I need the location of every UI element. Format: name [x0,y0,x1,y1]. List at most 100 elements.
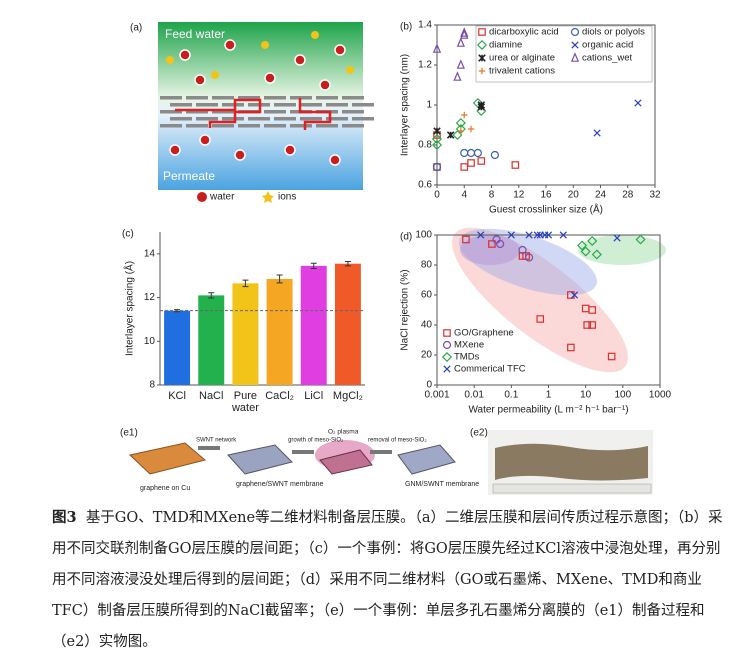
point [467,159,475,167]
legend-label: cations_wet [582,53,633,64]
x-tick-label: 1000 [649,390,672,401]
step-label: graphene/SWNT membrane [236,481,324,488]
point [607,352,616,361]
feed-label: Feed water [165,27,225,41]
x-tick-label: 24 [595,190,607,201]
point [634,99,642,107]
y-tick-label: 8 [149,380,155,391]
legend-marker [476,39,488,51]
point [588,321,597,329]
legend-label: trivalent cations [489,66,555,77]
error-bar [208,292,215,299]
graphene-sheet [160,110,182,114]
point [446,131,455,139]
caption-text: 基于GO、TMD和MXene等二维材料制备层压膜。（a）二维层压膜和层间传质过程… [52,510,723,650]
point [583,321,592,329]
x-tick-label: 4 [461,190,467,201]
graphene-sheet [300,103,322,107]
graphene-sheet [326,103,348,107]
point [524,253,534,262]
x-tick-wrap: NaCl [199,390,223,402]
y-tick-label: 80 [421,260,433,271]
panel-label: (a) [130,23,142,34]
graphene-sheet [186,124,208,128]
point [507,231,515,239]
point [460,27,469,37]
graphene-sheet [342,110,364,114]
graphene-sheet [342,124,364,128]
point [462,235,470,244]
x-tick-label: LiCl [304,390,324,402]
arrow-label: removal of meso-SiO₂ [368,438,427,444]
ion [166,56,174,64]
y-tick-label: 1.2 [418,60,432,71]
y-axis-label: NaCl rejection (%) [400,269,411,350]
cu-foil [128,442,207,475]
process-arrow [198,446,392,454]
x-tick-label: 20 [568,190,580,201]
x-tick-label: 1 [546,390,552,401]
water-molecule [334,44,346,56]
water-molecule [194,74,206,86]
legend-label: GO/Graphene [454,328,514,339]
legend-label: TMDs [454,352,480,363]
water-molecule [329,154,341,166]
y-tick-label: 0 [426,380,432,391]
molecules [166,31,354,166]
legend-marker [478,67,486,75]
membrane [319,449,373,475]
legend-marker [570,52,580,62]
x-tick-label: 0 [434,190,440,201]
bar [334,263,361,385]
x-tick-label: 32 [649,190,661,201]
graphene-sheet [352,117,374,121]
region [460,235,520,265]
legend-label: ions [278,192,296,203]
y-tick-label: 1.4 [418,20,432,31]
point [593,129,601,137]
x-tick-label: 8 [489,190,495,201]
point [536,315,545,323]
panel-label: (b) [400,22,412,33]
point [457,127,465,135]
graphene-sheet [300,117,322,121]
point [455,117,466,129]
graphene-sheet [326,117,348,121]
legend-marker [443,329,451,337]
graphene-sheet [274,103,296,107]
point [466,148,476,158]
x-tick-label: Pure water [231,390,259,414]
graphene-sheet [186,110,208,114]
x-tick-label: CaCl₂ [265,390,294,402]
y-tick-label: 20 [421,350,433,361]
legend-marker [478,54,486,62]
region [452,227,628,373]
point [488,240,496,248]
legend-label: urea or alginate [489,53,555,64]
panel-label: (c) [122,229,134,240]
y-axis-label: Interlayer spacing (nm) [400,54,411,156]
membrane-photo [495,443,648,481]
point [580,246,591,257]
point [456,37,465,47]
x-tick-label: 28 [622,190,634,201]
point [432,43,442,53]
legend-label: organic acid [582,40,633,51]
point [490,150,500,160]
point [587,235,598,247]
point [635,234,646,245]
y-tick-label: 12 [144,292,156,303]
point [511,161,520,169]
legend-marker [571,41,579,49]
legend-marker [478,28,486,36]
y-tick-label: 100 [415,230,432,241]
y-tick-label: 0.6 [418,180,432,191]
x-tick-label: 100 [614,390,631,401]
graphene-sheet [222,103,244,107]
graphene-sheet [170,117,192,121]
legend-box [475,25,653,83]
error-bar [242,279,249,288]
x-tick-label: 0.1 [504,390,518,401]
x-tick-wrap: Pure water [231,390,259,414]
point [472,97,483,109]
